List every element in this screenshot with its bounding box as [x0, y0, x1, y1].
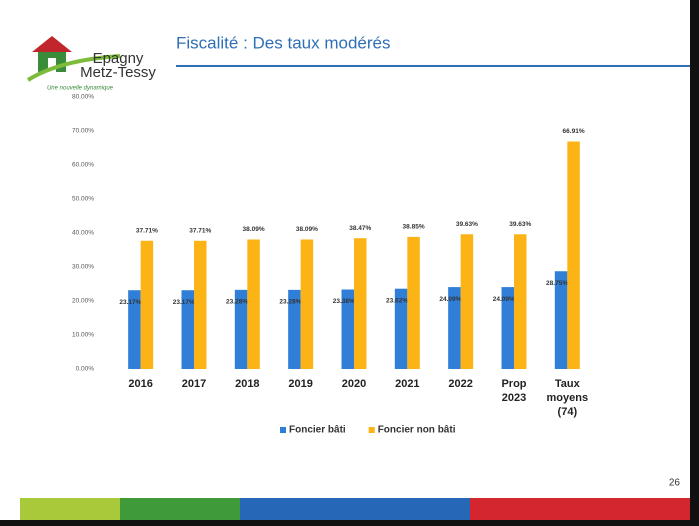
bar: [300, 239, 314, 369]
bar: [514, 234, 527, 369]
y-tick-label: 80.00%: [72, 94, 94, 101]
y-tick-label: 0.00%: [76, 366, 95, 373]
x-tick-label: 2016: [128, 378, 153, 390]
value-label: 24.09%: [439, 296, 461, 303]
bar: [448, 287, 461, 369]
bar: [394, 288, 408, 369]
bar: [181, 290, 194, 369]
logo-tagline: Une nouvelle dynamique: [47, 86, 114, 92]
value-label: 23.62%: [386, 297, 408, 304]
slide-edge: [690, 0, 699, 526]
bar: [554, 271, 568, 369]
y-tick-label: 50.00%: [72, 196, 94, 203]
bar: [567, 141, 580, 369]
value-label: 38.47%: [349, 225, 371, 232]
x-tick-label: 2017: [181, 378, 207, 390]
bar: [460, 234, 474, 369]
x-tick-label: 2022: [448, 378, 473, 390]
value-label: 24.09%: [493, 296, 515, 303]
value-label: 23.17%: [173, 299, 195, 306]
bar: [247, 239, 260, 369]
value-label: 38.09%: [243, 226, 265, 233]
bar: [501, 287, 514, 369]
bar: [407, 236, 420, 369]
footer-strip: [120, 498, 240, 520]
value-label: 37.71%: [136, 228, 158, 235]
value-label: 39.63%: [456, 221, 478, 228]
logo-icon: [26, 36, 121, 82]
x-tick-label: Prop 2023: [501, 378, 527, 404]
value-label: 39.63%: [509, 221, 531, 228]
footer-strip: [20, 498, 120, 520]
bar: [140, 240, 154, 369]
value-label: 66.91%: [563, 128, 585, 135]
legend-label: Foncier bâti: [289, 425, 346, 436]
page-number: 26: [669, 478, 681, 489]
y-tick-label: 20.00%: [72, 298, 94, 305]
bar: [128, 290, 141, 369]
bar: [234, 289, 248, 369]
y-tick-label: 40.00%: [72, 230, 94, 237]
x-tick-label: 2021: [395, 378, 420, 390]
y-tick-label: 60.00%: [72, 162, 94, 169]
slide-edge: [0, 520, 699, 526]
x-tick-label: 2020: [341, 378, 367, 390]
y-tick-label: 30.00%: [72, 264, 94, 271]
logo-text: Epagny: [93, 50, 144, 67]
value-label: 23.38%: [333, 298, 355, 305]
x-tick-label: Taux moyens (74): [546, 378, 589, 418]
bar: [288, 289, 301, 369]
y-tick-label: 70.00%: [72, 128, 94, 135]
bar: [341, 289, 354, 369]
value-label: 28.75%: [546, 280, 568, 287]
value-label: 37.71%: [189, 228, 211, 235]
value-label: 23.28%: [279, 299, 301, 306]
footer-strip: [240, 498, 470, 520]
logo-text: Metz-Tessy: [80, 64, 156, 81]
legend-swatch: [280, 427, 286, 433]
bar: [354, 238, 367, 369]
legend-swatch: [368, 427, 375, 433]
legend-label: Foncier non bâti: [378, 425, 456, 436]
bar: [194, 240, 207, 369]
value-label: 23.28%: [226, 299, 248, 306]
value-label: 38.09%: [296, 226, 318, 233]
value-label: 38.85%: [403, 224, 425, 231]
footer-strip: [470, 498, 690, 520]
slide-title: Fiscalité : Des taux modérés: [176, 33, 390, 52]
x-tick-label: 2019: [288, 378, 313, 390]
value-label: 23.17%: [119, 299, 141, 306]
y-tick-label: 10.00%: [72, 332, 94, 339]
x-tick-label: 2018: [235, 378, 260, 390]
